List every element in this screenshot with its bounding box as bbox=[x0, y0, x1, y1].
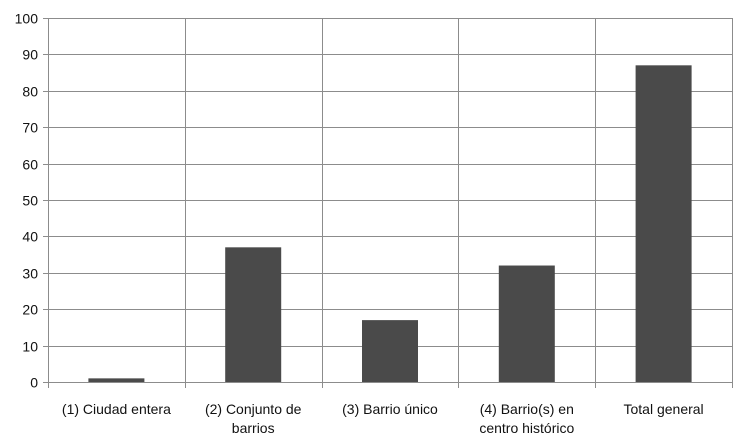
y-tick-label: 70 bbox=[22, 120, 38, 136]
y-tick-label: 0 bbox=[30, 375, 38, 391]
y-tick-label: 30 bbox=[22, 266, 38, 282]
y-tick-label: 50 bbox=[22, 193, 38, 209]
y-axis-ticks: 0 10 20 30 40 50 60 70 80 90 100 bbox=[15, 11, 39, 391]
x-tick-label: (4) Barrio(s) en centro histórico bbox=[479, 401, 574, 436]
y-tick-label: 40 bbox=[22, 229, 38, 245]
y-tick-label: 20 bbox=[22, 302, 38, 318]
gridlines bbox=[43, 18, 733, 388]
bar-2 bbox=[362, 320, 418, 382]
y-tick-label: 10 bbox=[22, 339, 38, 355]
x-tick-label: (1) Ciudad entera bbox=[62, 401, 171, 417]
y-tick-label: 60 bbox=[22, 157, 38, 173]
y-tick-label: 100 bbox=[15, 11, 39, 27]
bar-3 bbox=[498, 265, 555, 382]
bar-0 bbox=[88, 378, 145, 382]
bar-1 bbox=[225, 247, 282, 382]
y-tick-label: 90 bbox=[22, 47, 38, 63]
x-tick-label: (2) Conjunto de barrios bbox=[205, 401, 302, 436]
bars bbox=[88, 65, 692, 382]
bar-4 bbox=[635, 65, 692, 382]
x-tick-label: Total general bbox=[624, 401, 704, 417]
y-tick-label: 80 bbox=[22, 84, 38, 100]
x-tick-label: (3) Barrio único bbox=[342, 401, 438, 417]
x-axis-labels: (1) Ciudad entera (2) Conjunto de barrios (… bbox=[62, 401, 704, 436]
